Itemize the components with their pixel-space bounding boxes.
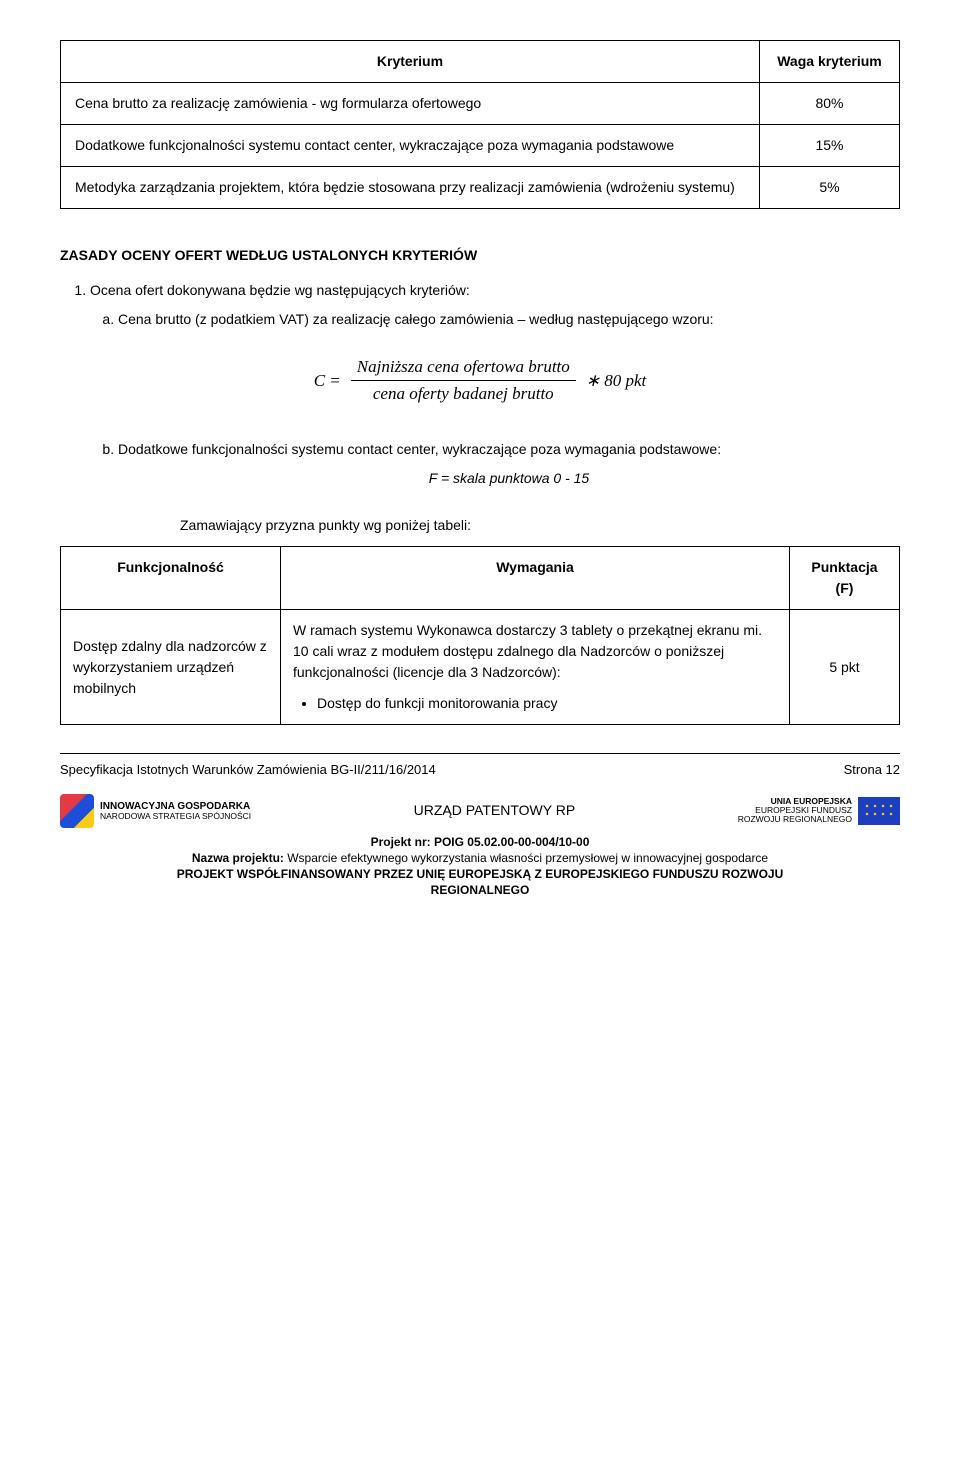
formula-numerator: Najniższa cena ofertowa brutto [351, 356, 576, 381]
logo-eu: UNIA EUROPEJSKA EUROPEJSKI FUNDUSZ ROZWO… [738, 797, 900, 825]
func-header-2: Wymagania [281, 547, 790, 610]
alpha-list-cont: Dodatkowe funkcjonalności systemu contac… [60, 439, 900, 489]
table2-intro: Zamawiający przyzna punkty wg poniżej ta… [180, 515, 900, 536]
formula-mult: ∗ 80 pkt [586, 368, 647, 394]
func-row-func: Dostęp zdalny dla nadzorców z wykorzysta… [61, 610, 281, 725]
footer-proj-name: Wsparcie efektywnego wykorzystania własn… [287, 851, 768, 865]
footer-proj-name-pre: Nazwa projektu: [192, 851, 287, 865]
logo-eu-s2: ROZWOJU REGIONALNEGO [738, 814, 852, 824]
alpha-list: Cena brutto (z podatkiem VAT) za realiza… [90, 309, 900, 330]
formula-fraction: Najniższa cena ofertowa brutto cena ofer… [351, 356, 576, 405]
logo-innowacyjna-icon [60, 794, 94, 828]
logo-uprp: URZĄD PATENTOWY RP [414, 800, 576, 821]
criteria-row-2-value: 5% [760, 167, 900, 209]
footer-proj-b2: REGIONALNEGO [431, 883, 530, 897]
formula: C = Najniższa cena ofertowa brutto cena … [60, 356, 900, 405]
alpha-item-a: Cena brutto (z podatkiem VAT) za realiza… [118, 309, 900, 330]
func-header-3: Punktacja (F) [790, 547, 900, 610]
section-heading: ZASADY OCENY OFERT WEDŁUG USTALONYCH KRY… [60, 245, 900, 266]
logo-innowacyjna-text: INNOWACYJNA GOSPODARKA NARODOWA STRATEGI… [100, 801, 251, 821]
func-row-req-list: Dostęp do funkcji monitorowania pracy [293, 693, 777, 714]
func-row-pts: 5 pkt [790, 610, 900, 725]
func-row-req-bullet: Dostęp do funkcji monitorowania pracy [317, 693, 777, 714]
func-header-1: Funkcjonalność [61, 547, 281, 610]
footer-right: Strona 12 [844, 760, 900, 780]
logo-innowacyjna-s: NARODOWA STRATEGIA SPÓJNOŚCI [100, 811, 251, 821]
criteria-header-right: Waga kryterium [760, 41, 900, 83]
logo-eu-text: UNIA EUROPEJSKA EUROPEJSKI FUNDUSZ ROZWO… [738, 797, 852, 825]
func-header-3-top: Punktacja [811, 559, 877, 575]
criteria-header-left: Kryterium [61, 41, 760, 83]
list-item-1-text: Ocena ofert dokonywana będzie wg następu… [90, 282, 470, 298]
numbered-list: Ocena ofert dokonywana będzie wg następu… [60, 280, 900, 330]
criteria-table: Kryterium Waga kryterium Cena brutto za … [60, 40, 900, 209]
criteria-row-1-value: 15% [760, 125, 900, 167]
footer-line1: Specyfikacja Istotnych Warunków Zamówien… [60, 760, 900, 780]
formula-denominator: cena oferty badanej brutto [367, 381, 560, 405]
footer-left: Specyfikacja Istotnych Warunków Zamówien… [60, 760, 436, 780]
func-row-req: W ramach systemu Wykonawca dostarczy 3 t… [281, 610, 790, 725]
footer-proj-b1: PROJEKT WSPÓŁFINANSOWANY PRZEZ UNIĘ EURO… [177, 867, 784, 881]
formula-lhs: C = [314, 368, 341, 394]
alpha-item-b-text: Dodatkowe funkcjonalności systemu contac… [118, 441, 721, 457]
footer-logos: INNOWACYJNA GOSPODARKA NARODOWA STRATEGI… [60, 794, 900, 828]
criteria-row-1-label: Dodatkowe funkcjonalności systemu contac… [61, 125, 760, 167]
func-row-req-p: W ramach systemu Wykonawca dostarczy 3 t… [293, 622, 762, 680]
criteria-row-0-label: Cena brutto za realizację zamówienia - w… [61, 83, 760, 125]
logo-uprp-text: URZĄD PATENTOWY RP [414, 800, 576, 821]
criteria-row-2-label: Metodyka zarządzania projektem, która bę… [61, 167, 760, 209]
logo-innowacyjna: INNOWACYJNA GOSPODARKA NARODOWA STRATEGI… [60, 794, 251, 828]
func-header-3-bot: (F) [836, 580, 854, 596]
footer-proj-line: Projekt nr: POIG 05.02.00-00-004/10-00 [371, 835, 590, 849]
f-scale: F = skala punktowa 0 - 15 [118, 468, 900, 489]
alpha-item-b: Dodatkowe funkcjonalności systemu contac… [118, 439, 900, 489]
functionality-table: Funkcjonalność Wymagania Punktacja (F) D… [60, 546, 900, 725]
criteria-row-0-value: 80% [760, 83, 900, 125]
eu-flag-icon [858, 797, 900, 825]
footer-project: Projekt nr: POIG 05.02.00-00-004/10-00 N… [60, 834, 900, 899]
list-item-1: Ocena ofert dokonywana będzie wg następu… [90, 280, 900, 330]
footer-divider [60, 753, 900, 754]
